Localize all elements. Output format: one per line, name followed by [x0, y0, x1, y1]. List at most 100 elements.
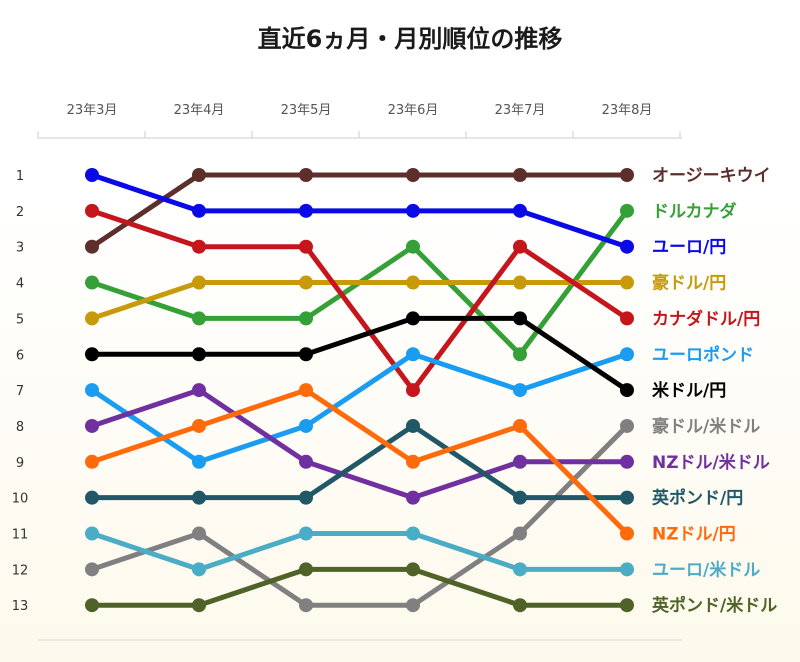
data-point: [406, 311, 420, 326]
data-point: [513, 418, 527, 433]
y-tick-label: 12: [12, 563, 29, 578]
y-tick-label: 3: [16, 241, 24, 256]
series-line: [89, 351, 630, 465]
data-point: [513, 239, 527, 254]
data-point: [620, 383, 634, 398]
x-tick-label: 23年4月: [174, 103, 225, 118]
data-point: [85, 275, 99, 290]
data-point: [192, 311, 206, 326]
x-tick-label: 23年5月: [281, 103, 332, 118]
series-line: [89, 315, 630, 393]
data-point: [513, 347, 527, 362]
series-line: [89, 172, 630, 250]
data-point: [513, 275, 527, 290]
chart-title: 直近6ヵ月・月別順位の推移: [258, 25, 563, 53]
y-tick-label: 2: [16, 205, 24, 220]
data-point: [299, 168, 313, 182]
data-point: [513, 311, 527, 326]
data-point: [299, 562, 313, 577]
series-line: [89, 566, 630, 608]
data-point: [192, 526, 206, 541]
data-point: [85, 203, 99, 218]
series-line: [89, 172, 630, 250]
data-point: [406, 562, 420, 577]
data-point: [406, 203, 420, 218]
series-line: [89, 387, 630, 501]
series-label: 豪ドル/米ドル: [652, 416, 760, 437]
data-point: [406, 418, 420, 433]
data-point: [192, 203, 206, 218]
series-label: ドルカナダ: [652, 201, 737, 222]
data-point: [620, 454, 634, 469]
data-point: [513, 526, 527, 541]
y-tick-label: 6: [16, 348, 24, 363]
data-point: [299, 418, 313, 433]
data-point: [85, 454, 99, 469]
data-point: [192, 347, 206, 362]
x-tick-label: 23年3月: [67, 103, 118, 118]
y-tick-label: 10: [12, 492, 29, 507]
series-label: オージーキウイ: [652, 166, 771, 186]
x-tick-labels: 23年3月 23年4月 23年5月 23年6月 23年7月 23年8月: [67, 103, 653, 118]
y-tick-label: 4: [16, 277, 24, 292]
data-point: [513, 598, 527, 613]
data-point: [406, 526, 420, 541]
series-label: 英ポンド/米ドル: [652, 595, 777, 616]
data-point: [192, 418, 206, 433]
data-point: [406, 490, 420, 505]
y-tick-label: 5: [16, 312, 24, 327]
data-point: [406, 347, 420, 362]
data-point: [513, 168, 527, 182]
data-point: [299, 347, 313, 362]
data-point: [299, 383, 313, 398]
data-point: [192, 598, 206, 613]
data-point: [85, 239, 99, 254]
data-point: [192, 490, 206, 505]
series-label: ユーロ/円: [652, 238, 726, 258]
data-point: [620, 562, 634, 577]
data-point: [620, 168, 634, 182]
data-point: [406, 383, 420, 398]
data-point: [85, 562, 99, 577]
data-point: [85, 347, 99, 362]
data-point: [85, 526, 99, 541]
data-point: [192, 239, 206, 254]
data-point: [85, 311, 99, 326]
data-point: [192, 275, 206, 290]
series-label: ユーロ/米ドル: [652, 559, 760, 580]
data-point: [85, 168, 99, 182]
x-tick-label: 23年8月: [602, 103, 653, 118]
data-point: [406, 275, 420, 290]
x-tick-label: 23年7月: [495, 103, 546, 118]
series-label: ユーロポンド: [652, 344, 754, 365]
y-tick-label: 8: [16, 420, 24, 435]
data-point: [299, 203, 313, 218]
data-point: [192, 454, 206, 469]
data-point: [620, 311, 634, 326]
series-line: [89, 208, 630, 393]
data-point: [620, 239, 634, 254]
data-point: [620, 275, 634, 290]
series-line: [89, 387, 630, 536]
data-point: [406, 454, 420, 469]
series-lines: [89, 172, 630, 608]
data-point: [299, 311, 313, 326]
data-point: [513, 203, 527, 218]
data-point: [85, 598, 99, 613]
data-point: [192, 383, 206, 398]
series-line: [89, 423, 630, 501]
series-label: NZドル/米ドル: [652, 452, 770, 473]
data-point: [513, 562, 527, 577]
series-label: NZドル/円: [652, 525, 736, 545]
data-point: [513, 383, 527, 398]
series-line: [89, 531, 630, 572]
data-point: [513, 490, 527, 505]
x-tick-label: 23年6月: [388, 103, 439, 118]
data-point: [620, 490, 634, 505]
series-label: カナダドル/円: [652, 308, 760, 329]
data-point: [192, 562, 206, 577]
data-point: [406, 239, 420, 254]
